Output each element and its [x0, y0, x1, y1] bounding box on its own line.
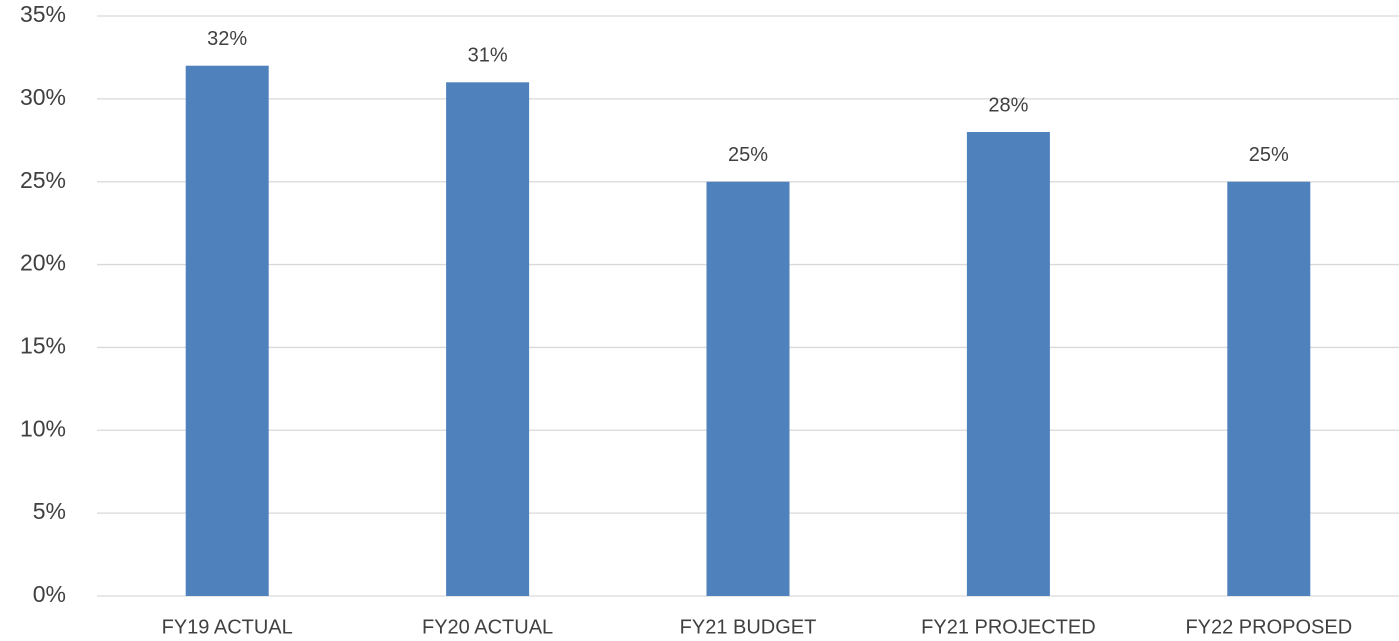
bar: [185, 65, 269, 596]
y-tick-label: 0%: [33, 581, 66, 607]
data-label: 25%: [728, 144, 768, 166]
x-tick-label: FY21 PROJECTED: [921, 616, 1095, 638]
y-tick-label: 10%: [20, 415, 66, 441]
y-tick-label: 35%: [20, 1, 66, 27]
bar: [706, 181, 790, 596]
y-tick-label: 5%: [33, 498, 66, 524]
data-label: 31%: [468, 45, 508, 67]
y-tick-label: 30%: [20, 84, 66, 110]
bar: [966, 132, 1050, 596]
data-label: 32%: [207, 28, 247, 50]
y-tick-label: 20%: [20, 250, 66, 276]
x-tick-label: FY22 PROPOSED: [1185, 616, 1352, 638]
data-label: 28%: [988, 94, 1028, 116]
data-label: 25%: [1249, 144, 1289, 166]
x-tick-label: FY19 ACTUAL: [162, 616, 293, 638]
bar: [1227, 181, 1311, 596]
y-tick-label: 15%: [20, 333, 66, 359]
bar: [446, 82, 530, 597]
x-tick-label: FY20 ACTUAL: [422, 616, 553, 638]
y-tick-label: 25%: [20, 167, 66, 193]
x-tick-label: FY21 BUDGET: [680, 616, 817, 638]
